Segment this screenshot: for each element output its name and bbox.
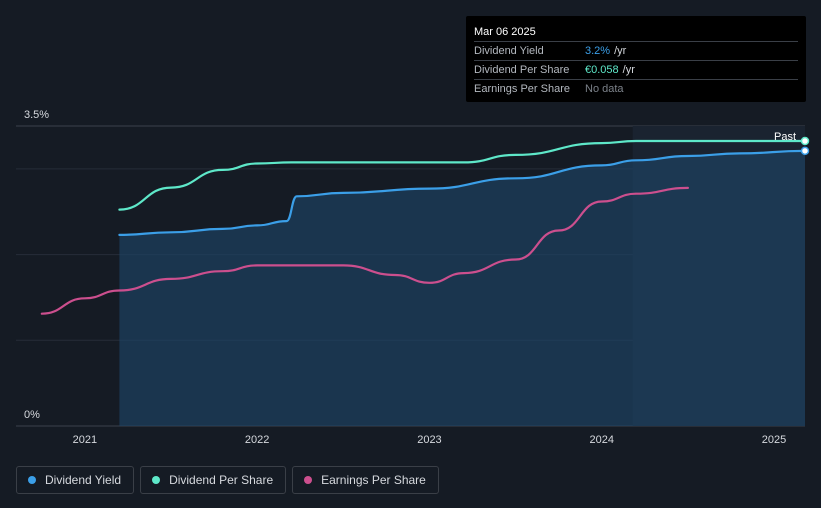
legend: Dividend Yield Dividend Per Share Earnin… <box>16 466 439 494</box>
y-tick-label: 3.5% <box>24 109 49 121</box>
tooltip-label: Dividend Per Share <box>474 64 570 76</box>
legend-item-dividend-per-share[interactable]: Dividend Per Share <box>140 466 287 494</box>
x-tick-label: 2025 <box>762 434 786 446</box>
tooltip-row-dividend-yield: Dividend Yield 3.2% /yr <box>474 41 798 60</box>
earnings-per-share-line <box>40 186 689 315</box>
legend-label: Earnings Per Share <box>321 473 426 487</box>
legend-label: Dividend Yield <box>45 473 122 487</box>
x-tick-label: 2021 <box>73 434 97 446</box>
dividend-yield-end-marker <box>800 146 810 156</box>
x-tick-label: 2022 <box>245 434 269 446</box>
tooltip-unit: /yr <box>622 64 635 76</box>
tooltip-date: Mar 06 2025 <box>474 26 536 38</box>
series-lines <box>40 139 807 315</box>
dividend-yield-area <box>119 150 805 426</box>
dividend-per-share-end-marker <box>800 136 810 146</box>
y-tick-label: 0% <box>24 409 40 421</box>
legend-dot-icon <box>152 476 161 484</box>
dividend-yield-line <box>118 149 807 236</box>
tooltip-unit: /yr <box>614 45 627 57</box>
legend-dot-icon <box>28 476 36 484</box>
tooltip-label: Dividend Yield <box>474 45 544 57</box>
legend-label: Dividend Per Share <box>169 473 274 487</box>
tooltip-value: €0.058 <box>585 64 619 76</box>
past-label: Past <box>774 131 797 143</box>
x-tick-label: 2023 <box>417 434 441 446</box>
tooltip-row-dividend-per-share: Dividend Per Share €0.058 /yr <box>474 60 798 79</box>
yield-area <box>119 150 805 426</box>
axis-labels: 3.5% 0% 2021 2022 2023 2024 2025 <box>24 109 786 446</box>
legend-item-dividend-yield[interactable]: Dividend Yield <box>16 466 135 494</box>
tooltip-row-earnings-per-share: Earnings Per Share No data <box>474 79 798 98</box>
x-tick-label: 2024 <box>589 434 613 446</box>
legend-dot-icon <box>304 476 313 484</box>
tooltip: Mar 06 2025 Dividend Yield 3.2% /yr Divi… <box>466 16 806 102</box>
legend-item-earnings-per-share[interactable]: Earnings Per Share <box>292 466 439 494</box>
tooltip-nodata: No data <box>585 83 624 95</box>
tooltip-value: 3.2% <box>585 45 611 57</box>
end-markers <box>800 136 810 156</box>
tooltip-label: Earnings Per Share <box>474 83 570 95</box>
dividend-per-share-line <box>118 139 807 211</box>
